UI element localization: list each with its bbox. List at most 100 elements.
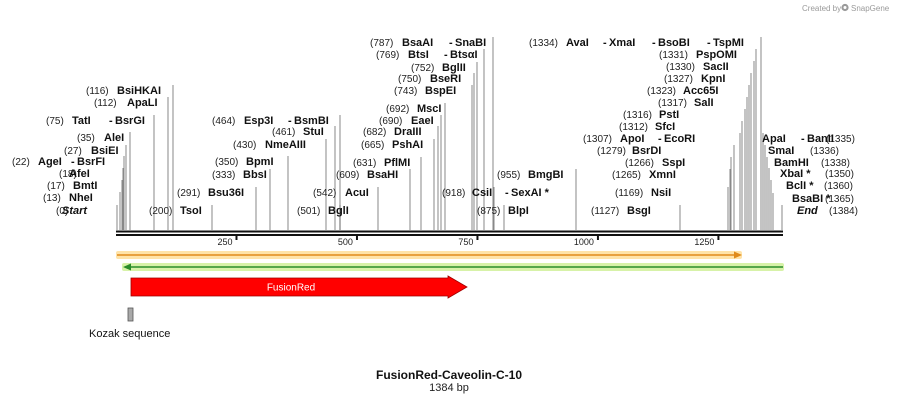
site-bsrdi[interactable]: (1279) BsrDI (597, 145, 661, 157)
site-name: Acc65I (683, 85, 718, 97)
site-name: BglI (328, 205, 349, 217)
site-esp3i[interactable]: (464) Esp3I - BsmBI (212, 115, 329, 127)
site-bsahi[interactable]: (609) BsaHI (336, 169, 398, 181)
site-bbsi[interactable]: (333) BbsI (212, 169, 267, 181)
site-name: BtsI (408, 49, 429, 61)
site-bmti[interactable]: (17) BmtI (47, 180, 97, 192)
site-start[interactable]: (0)Start (56, 205, 88, 217)
site-name: SfcI (655, 121, 675, 133)
site-position: (1169) (615, 188, 643, 199)
site-apoi[interactable]: (1307) ApoI - EcoRI (583, 133, 695, 145)
site-bgli[interactable]: (501) BglI (297, 205, 349, 217)
site-separator: - (658, 133, 662, 145)
site-end[interactable]: (1384) End (797, 205, 858, 217)
site-separator: - (707, 37, 711, 49)
site-position: (955) (497, 170, 520, 181)
site-bsgi[interactable]: (1127) BsgI (591, 205, 651, 217)
site-bpmi[interactable]: (350) BpmI (215, 156, 274, 168)
site-bmgbi[interactable]: (955) BmgBI (497, 169, 563, 181)
site-msci[interactable]: (692) MscI (386, 103, 441, 115)
site-pflmi[interactable]: (631) PflMI (353, 157, 410, 169)
site-name: XmnI (649, 169, 676, 181)
site-apai[interactable]: (1335) ApaI - BanII (762, 133, 855, 145)
site-bsaai[interactable]: (787) BsaAI - SnaBI (370, 37, 486, 49)
site-afei[interactable]: (18)AfeI (59, 168, 90, 180)
site-name-alt: BtsαI (450, 49, 478, 61)
site-name: AgeI (38, 156, 62, 168)
site-bamhi[interactable]: (1338) BamHI (774, 157, 850, 169)
site-pspomi[interactable]: (1331) PspOMI (659, 49, 737, 61)
site-position: (350) (215, 157, 238, 168)
site-sacii[interactable]: (1330) SacII (666, 61, 729, 73)
site-name: BsaBI * (792, 193, 831, 205)
site-kpni[interactable]: (1327) KpnI (664, 73, 725, 85)
site-xbai[interactable]: (1350) XbaI * (780, 168, 854, 180)
site-sfci[interactable]: (1312) SfcI (619, 121, 675, 133)
map-length: 1384 bp (429, 382, 469, 394)
site-stui[interactable]: (461) StuI (272, 126, 324, 138)
site-position: (743) (394, 86, 417, 97)
site-nmeaiii[interactable]: (430) NmeAIII (233, 139, 306, 151)
feature-kozak[interactable]: Kozak sequence (89, 307, 170, 340)
site-tsoi[interactable]: (200) TsoI (149, 205, 202, 217)
site-apali[interactable]: (112) ApaLI (94, 97, 158, 109)
site-name: BseRI (430, 73, 461, 85)
site-acc65i[interactable]: (1323) Acc65I (647, 85, 718, 97)
ruler-tick (355, 236, 358, 240)
site-bsu36i[interactable]: (291) Bsu36I (177, 187, 244, 199)
site-smai[interactable]: (1336) SmaI (768, 145, 839, 157)
site-bsihkai[interactable]: (116) BsiHKAI (86, 85, 161, 97)
site-psti[interactable]: (1316) PstI (623, 109, 679, 121)
site-sali[interactable]: (1317) SalI (658, 97, 714, 109)
site-position: (1334) (529, 38, 558, 49)
site-tati[interactable]: (75) TatI - BsrGI (46, 115, 145, 127)
site-alei[interactable]: (35) AleI (77, 132, 124, 144)
feature-fusionred[interactable]: FusionRed (130, 275, 468, 299)
ruler-tick (476, 236, 479, 240)
site-bspei[interactable]: (743) BspEI (394, 85, 456, 97)
site-name-alt: XmaI (609, 37, 635, 49)
site-name: PspOMI (696, 49, 737, 61)
site-xmni[interactable]: (1265) XmnI (612, 169, 676, 181)
feature-green-bar[interactable] (122, 263, 784, 271)
site-position: (27) (64, 146, 82, 157)
fusionred-label: FusionRed (267, 283, 315, 294)
site-name-alt: BsmBI (294, 115, 329, 127)
site-name: AvaI (566, 37, 589, 49)
site-name: PstI (659, 109, 679, 121)
site-btsi[interactable]: (769) BtsI - BtsαI (376, 49, 478, 61)
site-position: (0) (56, 206, 68, 217)
site-nsii[interactable]: (1169) NsiI (615, 187, 671, 199)
site-bcli[interactable]: (1360) BclI * (786, 180, 853, 192)
site-name: ApaLI (127, 97, 158, 109)
site-bseri[interactable]: (750) BseRI (398, 73, 461, 85)
site-position: (1338) (821, 158, 850, 169)
site-name-alt: BsrGI (115, 115, 145, 127)
site-name: AcuI (345, 187, 369, 199)
site-avai[interactable]: (1334) AvaI - XmaI - BsoBI - TspMI (529, 37, 744, 49)
site-position: (18) (59, 169, 77, 180)
site-position: (112) (94, 98, 117, 109)
site-sspi[interactable]: (1266) SspI (625, 157, 685, 169)
site-name: StuI (303, 126, 324, 138)
site-position: (1317) (658, 98, 687, 109)
site-eaei[interactable]: (690) EaeI (379, 115, 434, 127)
site-bsabi[interactable]: (1365)BsaBI * (792, 193, 854, 205)
site-csii[interactable]: (918) CsiI - SexAI * (442, 187, 550, 199)
credit-prefix: Created by (802, 4, 841, 13)
site-nhei[interactable]: (13) NheI (43, 192, 93, 204)
site-blpi[interactable]: (875) BlpI (477, 205, 529, 217)
site-separator: - (444, 49, 448, 61)
site-position: (1307) (583, 134, 612, 145)
site-draiii[interactable]: (682) DraIII (363, 126, 422, 138)
site-labels: (0)Start(13) NheI (17) BmtI(18)AfeI (22) AgeI… (12, 37, 858, 217)
site-name-alt: EcoRI (664, 133, 695, 145)
feature-orange-bar[interactable] (116, 251, 742, 259)
site-position: (631) (353, 158, 376, 169)
site-bglii[interactable]: (752) BglII (411, 62, 466, 74)
site-name: ApaI (762, 133, 786, 145)
site-pshai[interactable]: (665) PshAI (361, 139, 423, 151)
site-bsiei[interactable]: (27) BsiEI (64, 145, 119, 157)
site-acui[interactable]: (542) AcuI (313, 187, 369, 199)
site-agei[interactable]: (22) AgeI - BsrFI (12, 156, 105, 168)
